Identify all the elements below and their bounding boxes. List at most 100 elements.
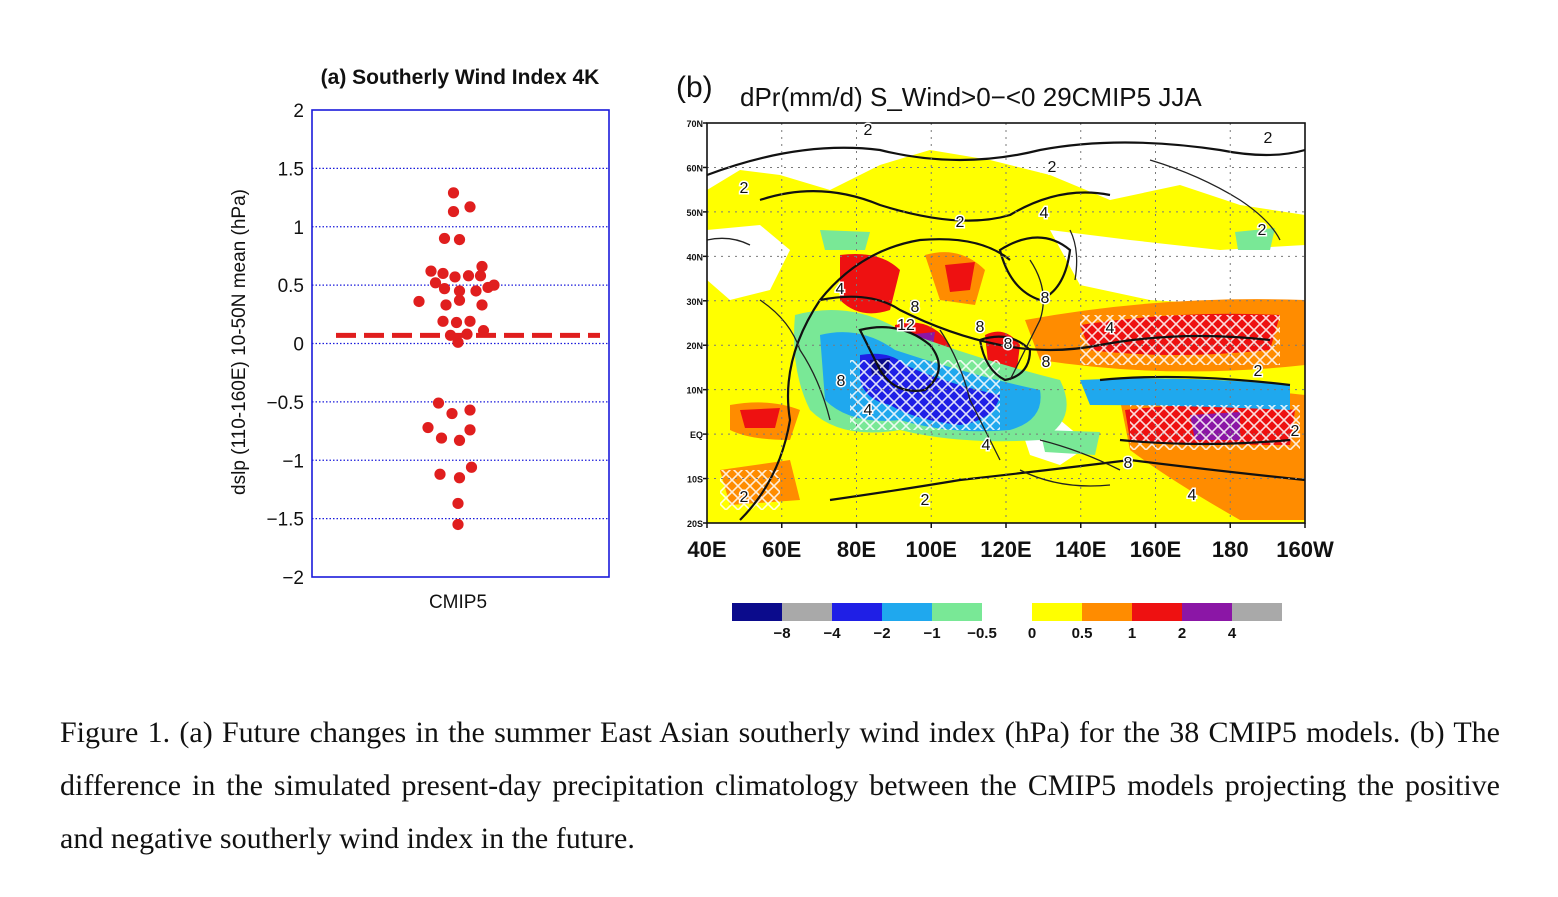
panel-b-title: dPr(mm/d) S_Wind>0−<0 29CMIP5 JJA: [740, 82, 1202, 112]
y-tick-label: 70N: [686, 119, 703, 129]
contour-label: 2: [1258, 222, 1267, 239]
contour-label: 8: [1124, 455, 1133, 472]
data-point: [447, 205, 460, 218]
precipitation-field: [707, 123, 1305, 523]
data-point: [422, 421, 434, 434]
contour-label: 8: [1004, 336, 1013, 353]
panel-a-scatter-chart: (a) Southerly Wind Index 4K dslp (110-16…: [229, 66, 610, 613]
contour-label: 2: [956, 214, 965, 231]
y-tick-label: 10S: [687, 475, 703, 485]
data-point: [438, 232, 451, 245]
data-point: [462, 270, 475, 282]
x-tick-label: 80E: [837, 537, 876, 562]
colorbar-segment: [1082, 603, 1132, 621]
colorbar-segment: [832, 603, 882, 621]
data-point: [453, 434, 466, 447]
data-point: [425, 265, 437, 277]
colorbar-label: 0: [1028, 625, 1036, 642]
data-point: [452, 518, 464, 531]
colorbar-segment: [932, 603, 982, 621]
panel-b-map-chart: (b) dPr(mm/d) S_Wind>0−<0 29CMIP5 JJA: [676, 71, 1334, 642]
data-point: [437, 267, 449, 280]
data-point: [461, 328, 473, 340]
data-point: [440, 299, 452, 311]
contour-label: 2: [864, 122, 873, 139]
contour-label: 2: [1291, 423, 1300, 440]
y-tick-label: 30N: [686, 297, 703, 307]
data-point: [447, 187, 460, 199]
data-point: [476, 299, 488, 311]
data-point: [453, 472, 466, 484]
colorbar-label: 1: [1128, 625, 1136, 642]
contour-label: 2: [1254, 363, 1263, 380]
data-point: [444, 329, 457, 341]
y-tick-label: 1.5: [278, 159, 304, 180]
x-tick-label: 60E: [762, 537, 801, 562]
contour-label: 2: [921, 492, 930, 509]
colorbar-segment: [782, 603, 832, 621]
data-point: [452, 497, 464, 510]
contour-label: 4: [1188, 487, 1197, 504]
x-tick-label: 40E: [687, 537, 726, 562]
y-tick-label: 50N: [686, 208, 703, 218]
data-point: [437, 315, 449, 327]
contour-label: 2: [1048, 159, 1057, 176]
x-tick-label: 160E: [1130, 537, 1181, 562]
x-tick-label: 180: [1212, 537, 1249, 562]
colorbar-segment: [982, 603, 1032, 621]
y-tick-label: 20S: [687, 519, 703, 529]
colorbar-label: −0.5: [967, 625, 997, 642]
data-point: [465, 461, 478, 473]
x-category-label: CMIP5: [429, 592, 487, 613]
colorbar-segment: [1032, 603, 1082, 621]
contour-label: 8: [976, 319, 985, 336]
data-point: [438, 283, 451, 295]
data-point: [476, 260, 488, 273]
y-tick-label: EQ: [690, 430, 703, 440]
colorbar-segment: [1182, 603, 1232, 621]
data-point: [464, 315, 476, 327]
colorbar-label: 4: [1228, 625, 1237, 642]
panel-a-y-axis-label: dslp (110-160E) 10-50N mean (hPa): [229, 189, 250, 495]
contour-label: 8: [1042, 354, 1051, 371]
contour-label: 2: [740, 489, 749, 506]
panel-b-label: (b): [676, 71, 713, 104]
data-point: [435, 432, 448, 444]
contour-label: 4: [982, 437, 991, 454]
colorbar-segment: [732, 603, 782, 621]
y-tick-label: −1.5: [266, 510, 304, 531]
contour-label: 8: [837, 373, 846, 390]
contour-label: 8: [911, 299, 920, 316]
colorbar-label: −2: [873, 625, 890, 642]
data-point: [452, 336, 464, 348]
data-point: [450, 316, 463, 329]
contour-label: 4: [1106, 320, 1115, 337]
y-tick-label: −2: [282, 568, 304, 589]
data-point: [429, 277, 442, 289]
data-point: [449, 271, 461, 283]
data-point: [434, 468, 446, 480]
data-point: [464, 424, 476, 436]
y-tick-label: 20N: [686, 341, 703, 351]
colorbar-label: −1: [923, 625, 940, 642]
data-point: [474, 270, 487, 282]
colorbar-segment: [882, 603, 932, 621]
data-point: [446, 407, 458, 420]
y-tick-label: 0.5: [278, 276, 304, 297]
data-point: [464, 404, 476, 416]
y-tick-label: 0: [293, 335, 304, 356]
x-tick-label: 120E: [980, 537, 1031, 562]
panel-a-title: (a) Southerly Wind Index 4K: [321, 66, 600, 89]
colorbar-label: −4: [823, 625, 841, 642]
x-tick-label: 160W: [1276, 537, 1334, 562]
data-point: [482, 281, 494, 294]
y-tick-label: −1: [282, 451, 304, 472]
contour-label: 2: [1264, 130, 1273, 147]
data-point: [470, 285, 482, 297]
data-point: [477, 325, 490, 337]
contour-label: 8: [1041, 290, 1050, 307]
contour-label: 4: [1040, 205, 1049, 222]
y-tick-label: −0.5: [266, 393, 304, 414]
contour-label: 2: [740, 180, 749, 197]
x-tick-label: 140E: [1055, 537, 1106, 562]
